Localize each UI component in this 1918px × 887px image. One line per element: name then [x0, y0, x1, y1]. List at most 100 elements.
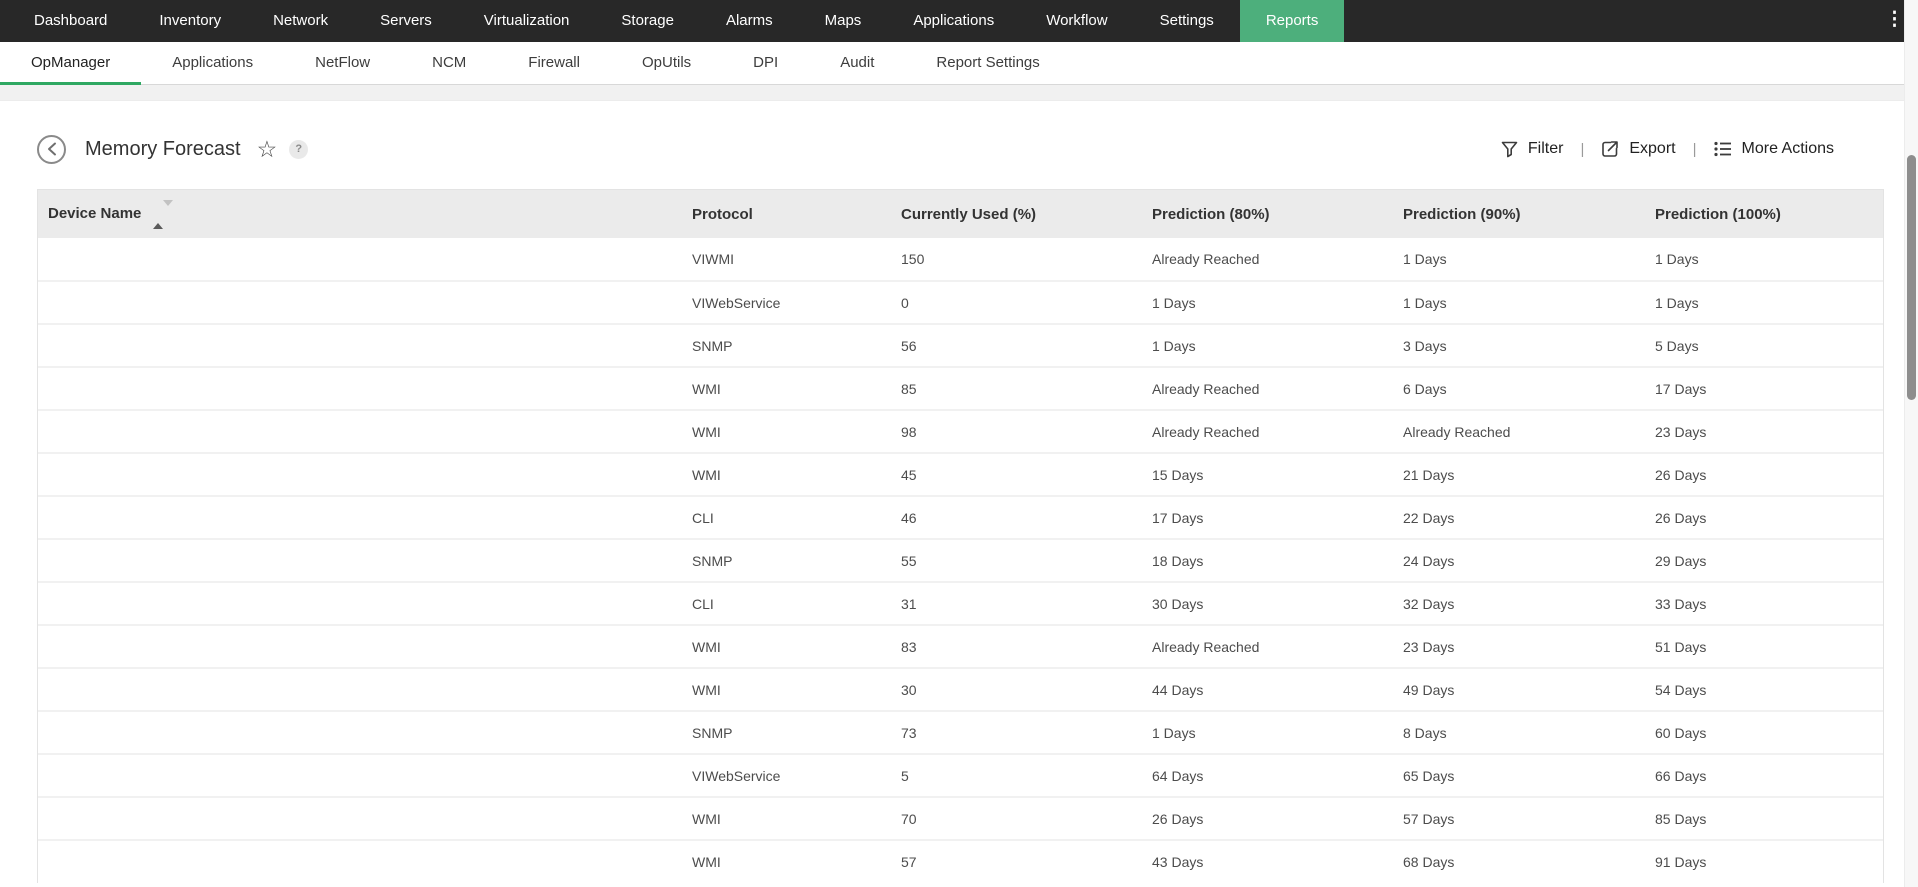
header-actions: Filter | Export | More Actions [1501, 140, 1834, 158]
column-header-prediction-100[interactable]: Prediction (100%) [1645, 190, 1883, 238]
table-row[interactable]: WMI 83 Already Reached 23 Days 51 Days [38, 625, 1883, 668]
cell-used: 70 [891, 797, 1142, 840]
nav-item-inventory[interactable]: Inventory [159, 12, 222, 29]
cell-p100: 33 Days [1645, 582, 1883, 625]
tab-firewall[interactable]: Firewall [528, 54, 580, 71]
cell-protocol: SNMP [682, 711, 891, 754]
cell-p100: 91 Days [1645, 840, 1883, 883]
cell-p90: 49 Days [1393, 668, 1645, 711]
cell-device [38, 453, 682, 496]
export-button[interactable]: Export [1601, 140, 1676, 158]
back-button[interactable] [37, 134, 66, 164]
column-header-prediction-90[interactable]: Prediction (90%) [1393, 190, 1645, 238]
table-row[interactable]: WMI 30 44 Days 49 Days 54 Days [38, 668, 1883, 711]
table-row[interactable]: WMI 85 Already Reached 6 Days 17 Days [38, 367, 1883, 410]
tab-dpi[interactable]: DPI [753, 54, 779, 71]
cell-p90: 65 Days [1393, 754, 1645, 797]
nav-item-settings[interactable]: Settings [1159, 12, 1214, 29]
cell-p100: 60 Days [1645, 711, 1883, 754]
cell-device [38, 496, 682, 539]
cell-p100: 85 Days [1645, 797, 1883, 840]
chevron-left-icon [47, 142, 56, 156]
cell-p100: 5 Days [1645, 324, 1883, 367]
column-header-label: Device Name [48, 205, 142, 223]
help-icon[interactable]: ? [289, 139, 309, 159]
kebab-menu-icon[interactable]: ⋮ [1885, 9, 1904, 30]
cell-p90: 8 Days [1393, 711, 1645, 754]
cell-protocol: WMI [682, 410, 891, 453]
action-separator: | [1580, 140, 1585, 158]
tab-opmanager[interactable]: OpManager [0, 42, 142, 85]
table-row[interactable]: WMI 70 26 Days 57 Days 85 Days [38, 797, 1883, 840]
nav-item-alarms[interactable]: Alarms [725, 12, 773, 29]
table-row[interactable]: WMI 98 Already Reached Already Reached 23 Da… [38, 410, 1883, 453]
cell-p100: 23 Days [1645, 410, 1883, 453]
tab-applications[interactable]: Applications [172, 54, 254, 71]
vertical-scrollbar-thumb[interactable] [1907, 155, 1916, 400]
table-row[interactable]: SNMP 55 18 Days 24 Days 29 Days [38, 539, 1883, 582]
table-row[interactable]: VIWebService 5 64 Days 65 Days 66 Days [38, 754, 1883, 797]
cell-p80: Already Reached [1142, 625, 1393, 668]
cell-p80: 18 Days [1142, 539, 1393, 582]
table-row[interactable]: SNMP 73 1 Days 8 Days 60 Days [38, 711, 1883, 754]
cell-p90: 57 Days [1393, 797, 1645, 840]
top-navbar: Dashboard Inventory Network Servers Virt… [0, 0, 1918, 42]
tab-ncm[interactable]: NCM [432, 54, 467, 71]
tab-report-settings[interactable]: Report Settings [936, 54, 1040, 71]
report-table-container: Device Name Protocol Currently Used (%) … [37, 189, 1884, 883]
cell-device [38, 625, 682, 668]
cell-device [38, 840, 682, 883]
table-header: Device Name Protocol Currently Used (%) … [38, 190, 1883, 238]
cell-p80: 15 Days [1142, 453, 1393, 496]
cell-device [38, 410, 682, 453]
column-header-protocol[interactable]: Protocol [682, 190, 891, 238]
nav-item-storage[interactable]: Storage [621, 12, 674, 29]
cell-device [38, 711, 682, 754]
table-row[interactable]: SNMP 56 1 Days 3 Days 5 Days [38, 324, 1883, 367]
tab-netflow[interactable]: NetFlow [315, 54, 371, 71]
cell-p90: 24 Days [1393, 539, 1645, 582]
header-separator-band [0, 85, 1918, 101]
cell-p80: 44 Days [1142, 668, 1393, 711]
cell-protocol: CLI [682, 496, 891, 539]
cell-device [38, 324, 682, 367]
nav-item-dashboard[interactable]: Dashboard [34, 12, 108, 29]
tab-audit[interactable]: Audit [840, 54, 875, 71]
tab-oputils[interactable]: OpUtils [641, 54, 692, 71]
nav-item-servers[interactable]: Servers [380, 12, 432, 29]
cell-used: 5 [891, 754, 1142, 797]
page-header: Memory Forecast ☆ ? Filter | Export | Mo… [0, 101, 1918, 175]
nav-item-applications[interactable]: Applications [913, 12, 995, 29]
cell-p80: 1 Days [1142, 324, 1393, 367]
nav-item-network[interactable]: Network [273, 12, 329, 29]
table-row[interactable]: CLI 31 30 Days 32 Days 33 Days [38, 582, 1883, 625]
cell-p90: 23 Days [1393, 625, 1645, 668]
vertical-scrollbar-track[interactable] [1904, 0, 1918, 887]
nav-item-virtualization[interactable]: Virtualization [483, 12, 570, 29]
cell-protocol: WMI [682, 367, 891, 410]
nav-item-reports[interactable]: Reports [1239, 0, 1345, 42]
cell-p100: 26 Days [1645, 496, 1883, 539]
sort-ascending-icon [152, 199, 173, 229]
cell-used: 31 [891, 582, 1142, 625]
table-row[interactable]: WMI 45 15 Days 21 Days 26 Days [38, 453, 1883, 496]
cell-used: 45 [891, 453, 1142, 496]
column-header-currently-used[interactable]: Currently Used (%) [891, 190, 1142, 238]
table-row[interactable]: VIWMI 150 Already Reached 1 Days 1 Days [38, 238, 1883, 281]
filter-button[interactable]: Filter [1501, 140, 1563, 158]
page-title: Memory Forecast [85, 137, 241, 160]
nav-item-maps[interactable]: Maps [824, 12, 862, 29]
table-row[interactable]: WMI 57 43 Days 68 Days 91 Days [38, 840, 1883, 883]
cell-used: 98 [891, 410, 1142, 453]
nav-item-workflow[interactable]: Workflow [1046, 12, 1108, 29]
cell-device [38, 281, 682, 324]
table-row[interactable]: CLI 46 17 Days 22 Days 26 Days [38, 496, 1883, 539]
cell-p80: Already Reached [1142, 238, 1393, 281]
more-actions-button[interactable]: More Actions [1713, 140, 1834, 158]
column-header-prediction-80[interactable]: Prediction (80%) [1142, 190, 1393, 238]
column-header-device-name[interactable]: Device Name [38, 190, 682, 238]
table-row[interactable]: VIWebService 0 1 Days 1 Days 1 Days [38, 281, 1883, 324]
cell-p90: 68 Days [1393, 840, 1645, 883]
cell-used: 85 [891, 367, 1142, 410]
favorite-star-icon[interactable]: ☆ [256, 135, 278, 162]
